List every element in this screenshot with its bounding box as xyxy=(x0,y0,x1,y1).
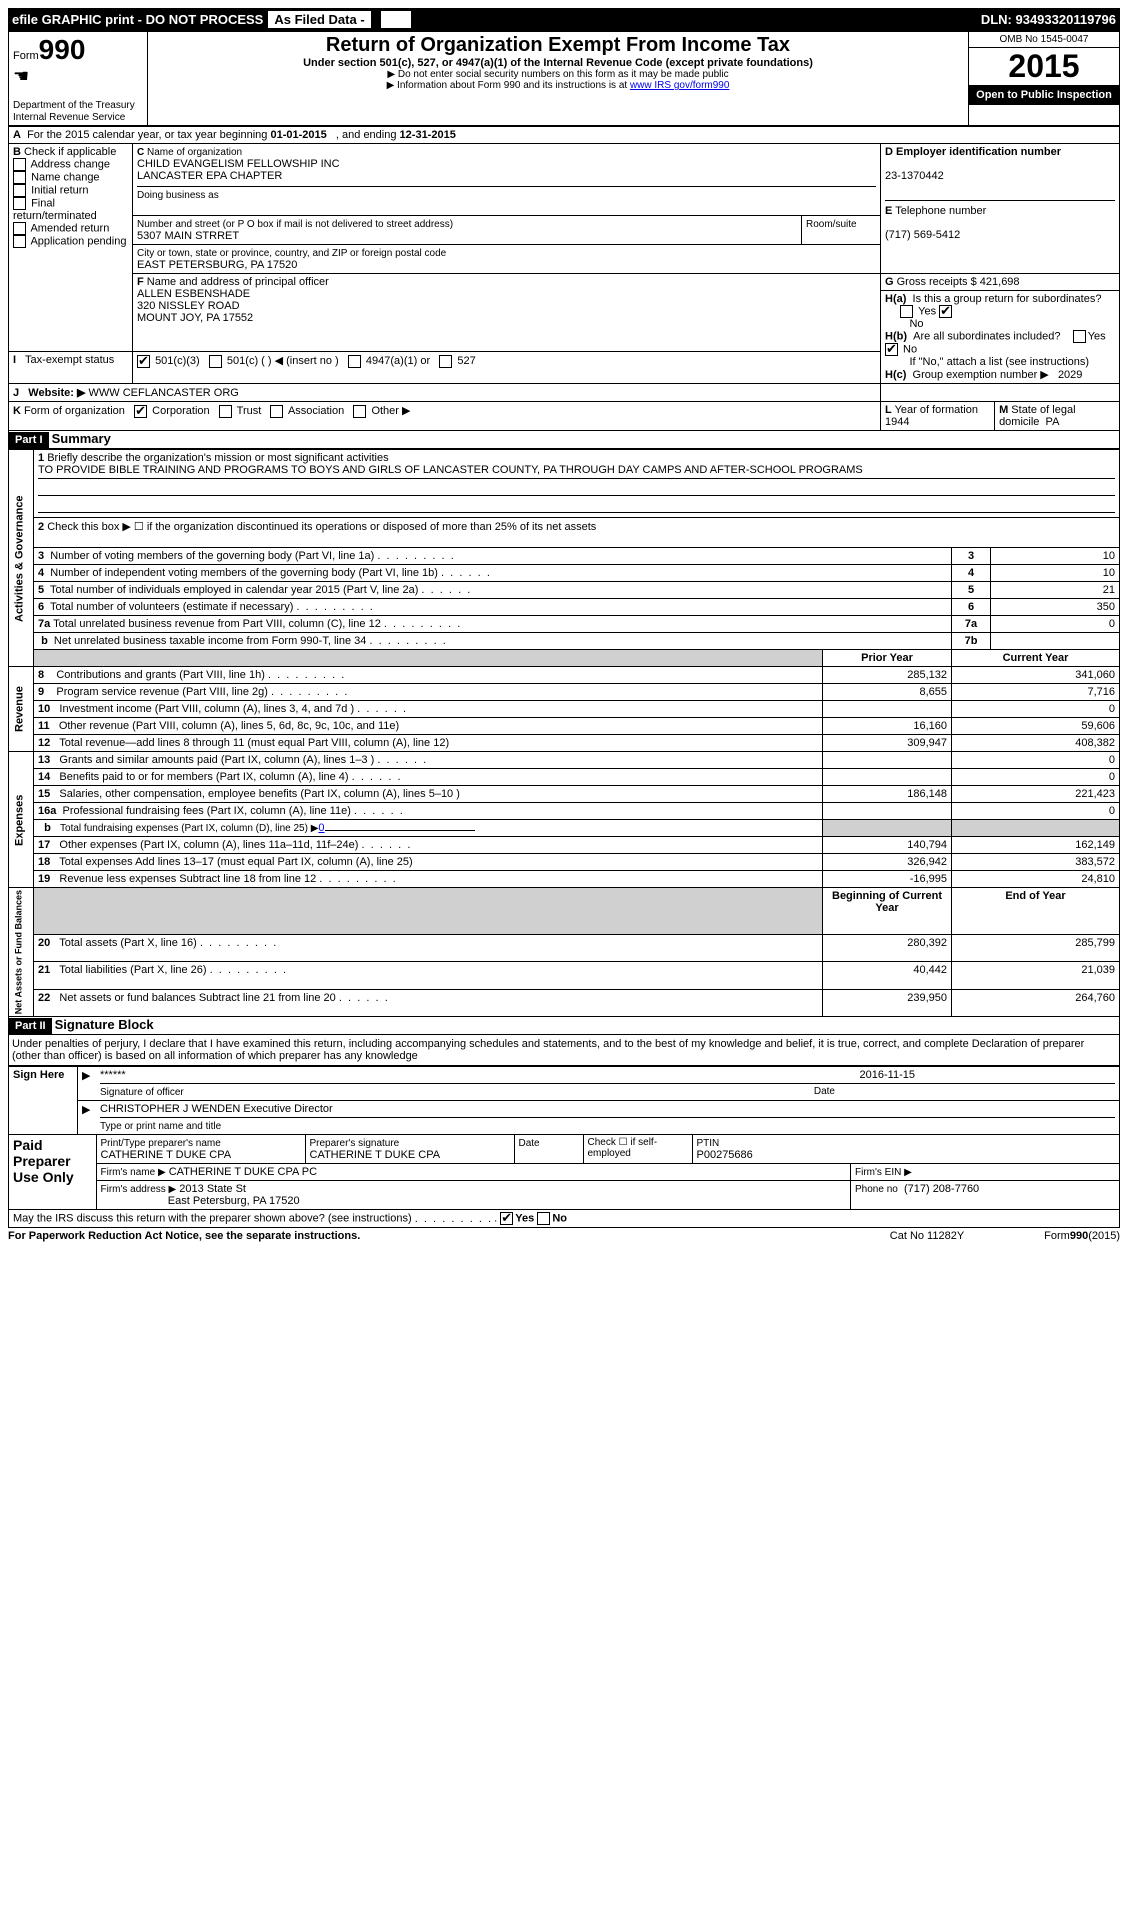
title-cell: Return of Organization Exempt From Incom… xyxy=(148,32,969,126)
gov-line-5: 5 Total number of individuals employed i… xyxy=(9,582,1120,599)
part1-header: Part I xyxy=(9,432,49,448)
dept-label: Department of the Treasury xyxy=(13,100,135,111)
line1: 1 Briefly describe the organization's mi… xyxy=(34,450,1120,518)
gov-line-4: 4 Number of independent voting members o… xyxy=(9,565,1120,582)
rev-sidelabel: Revenue xyxy=(9,667,34,752)
section-c-name: C Name of organization CHILD EVANGELISM … xyxy=(133,144,881,216)
preparer-row: Print/Type preparer's nameCATHERINE T DU… xyxy=(96,1135,1120,1164)
gov-sidelabel: Activities & Governance xyxy=(9,450,34,667)
section-a: A For the 2015 calendar year, or tax yea… xyxy=(9,127,1120,144)
mission-text: TO PROVIDE BIBLE TRAINING AND PROGRAMS T… xyxy=(38,464,863,476)
exp-line-19: 19 Revenue less expenses Subtract line 1… xyxy=(9,871,1120,888)
discuss-row: May the IRS discuss this return with the… xyxy=(9,1210,1120,1228)
line2: 2 Check this box ▶ ☐ if the organization… xyxy=(34,518,1120,548)
exp-line-17: 17 Other expenses (Part IX, column (A), … xyxy=(9,837,1120,854)
form-990: 990 xyxy=(39,34,86,65)
section-i-opts: 501(c)(3) 501(c) ( ) ◀ (insert no ) 4947… xyxy=(133,352,881,384)
year-cell: OMB No 1545-0047 2015 Open to Public Ins… xyxy=(969,32,1120,126)
cat-no: Cat No 11282Y xyxy=(890,1230,964,1242)
part1-title: Summary xyxy=(52,431,111,446)
section-g: G Gross receipts $ 421,698 xyxy=(881,274,1120,291)
info-note: ▶ Information about Form 990 and its ins… xyxy=(152,80,964,91)
exp-line-13: 13 Grants and similar amounts paid (Part… xyxy=(34,752,823,769)
gov-line-6: 6 Total number of volunteers (estimate i… xyxy=(9,599,1120,616)
form-footer: Form990(2015) xyxy=(1044,1230,1120,1242)
part2-title: Signature Block xyxy=(55,1017,154,1032)
exp-line-18: 18 Total expenses Add lines 13–17 (must … xyxy=(9,854,1120,871)
firm-name-row: Firm's name ▶ CATHERINE T DUKE CPA PC Fi… xyxy=(96,1164,1120,1181)
exp-line-15: 15 Salaries, other compensation, employe… xyxy=(9,786,1120,803)
ssn-note: ▶ Do not enter social security numbers o… xyxy=(152,69,964,80)
section-h: H(a) Is this a group return for subordin… xyxy=(881,291,1120,384)
na-sidelabel: Net Assets or Fund Balances xyxy=(9,888,34,1017)
gov-line-7b: b Net unrelated business taxable income … xyxy=(9,633,1120,650)
na-line-20: 20 Total assets (Part X, line 16)280,392… xyxy=(9,934,1120,961)
exp-line-16b: b Total fundraising expenses (Part IX, c… xyxy=(9,820,1120,837)
exp-sidelabel: Expenses xyxy=(9,752,34,888)
gov-line-3: 3 Number of voting members of the govern… xyxy=(9,548,1120,565)
na-line-21: 21 Total liabilities (Part X, line 26)40… xyxy=(9,962,1120,989)
fundraising-link[interactable]: 0 xyxy=(318,822,324,834)
rev-header-row: Prior YearCurrent Year xyxy=(9,650,1120,667)
part2-header: Part II xyxy=(9,1018,52,1034)
officer-sig: ****** 2016-11-15 Signature of officer D… xyxy=(96,1067,1120,1101)
efile-text: efile GRAPHIC print - DO NOT PROCESS xyxy=(12,12,263,27)
section-k: K Form of organization Corporation Trust… xyxy=(9,402,881,431)
omb-label: OMB No 1545-0047 xyxy=(969,32,1119,48)
form-number-cell: Form990 ☚ Department of the Treasury Int… xyxy=(9,32,148,126)
rev-line-8: 8 Contributions and grants (Part VIII, l… xyxy=(34,667,823,684)
irs-label: Internal Revenue Service xyxy=(13,112,125,123)
exp-line-16a: 16a Professional fundraising fees (Part … xyxy=(9,803,1120,820)
form-header: Form990 ☚ Department of the Treasury Int… xyxy=(8,31,1120,126)
paperwork-notice: For Paperwork Reduction Act Notice, see … xyxy=(8,1230,360,1242)
asfiled-box: As Filed Data - xyxy=(267,10,371,29)
firm-addr-row: Firm's address ▶ 2013 State St East Pete… xyxy=(96,1181,1120,1210)
na-line-22: 22 Net assets or fund balances Subtract … xyxy=(9,989,1120,1016)
irs-link[interactable]: www IRS gov/form990 xyxy=(630,80,729,91)
section-i-label: I Tax-exempt status xyxy=(9,352,133,384)
asfiled-blank xyxy=(380,10,412,29)
return-title: Return of Organization Exempt From Incom… xyxy=(152,34,964,57)
officer-name: CHRISTOPHER J WENDEN Executive Director … xyxy=(96,1101,1120,1135)
gov-line-7a: 7a Total unrelated business revenue from… xyxy=(9,616,1120,633)
dln: DLN: 93493320119796 xyxy=(981,12,1116,27)
section-f: F Name and address of principal officer … xyxy=(133,274,881,352)
section-l-m: L Year of formation 1944 M State of lega… xyxy=(881,402,1120,431)
paid-preparer-label: Paid Preparer Use Only xyxy=(9,1135,97,1210)
section-j: J Website: ▶ WWW CEFLANCASTER ORG xyxy=(9,384,881,402)
exp-line-14: 14 Benefits paid to or for members (Part… xyxy=(9,769,1120,786)
rev-line-10: 10 Investment income (Part VIII, column … xyxy=(9,701,1120,718)
signature-table: Sign Here ▶ ****** 2016-11-15 Signature … xyxy=(8,1066,1120,1228)
section-c-addr: Number and street (or P O box if mail is… xyxy=(133,216,881,274)
section-d-e: D Employer identification number 23-1370… xyxy=(881,144,1120,274)
declaration: Under penalties of perjury, I declare th… xyxy=(8,1035,1120,1066)
rev-line-9: 9 Program service revenue (Part VIII, li… xyxy=(9,684,1120,701)
return-subtitle: Under section 501(c), 527, or 4947(a)(1)… xyxy=(152,57,964,69)
sign-here-label: Sign Here xyxy=(9,1067,78,1135)
info-table: A For the 2015 calendar year, or tax yea… xyxy=(8,126,1120,431)
tax-year: 2015 xyxy=(969,48,1119,85)
section-b: B Check if applicable Address change Nam… xyxy=(9,144,133,352)
rev-line-11: 11 Other revenue (Part VIII, column (A),… xyxy=(9,718,1120,735)
footer: For Paperwork Reduction Act Notice, see … xyxy=(8,1228,1120,1244)
efile-header: efile GRAPHIC print - DO NOT PROCESS As … xyxy=(8,8,1120,31)
part1-table: Activities & Governance 1 Briefly descri… xyxy=(8,449,1120,1017)
open-inspection: Open to Public Inspection xyxy=(969,85,1119,105)
form-label: Form xyxy=(13,50,39,62)
rev-line-12: 12 Total revenue—add lines 8 through 11 … xyxy=(9,735,1120,752)
